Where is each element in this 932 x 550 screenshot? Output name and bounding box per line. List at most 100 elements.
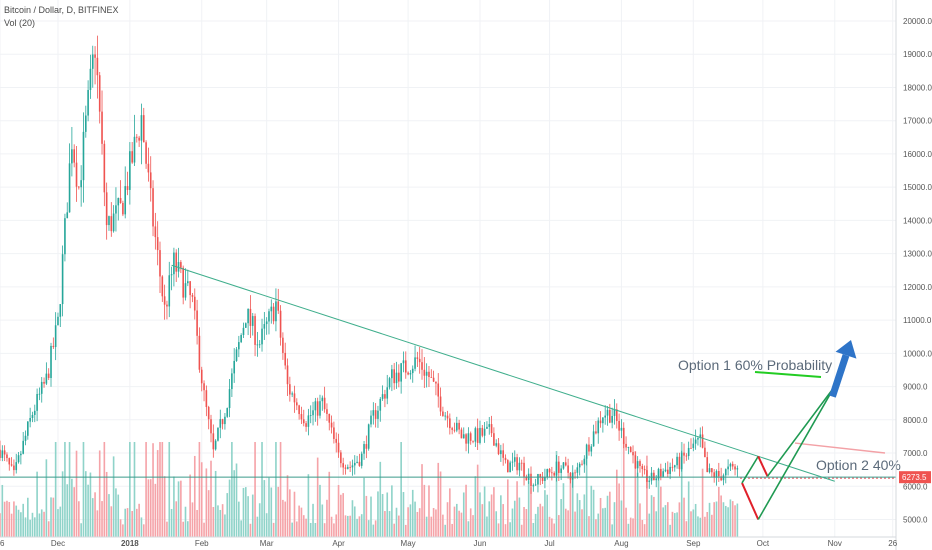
x-tick-label: 6 xyxy=(0,539,5,548)
volume-bar xyxy=(662,507,664,537)
volume-bar xyxy=(238,501,240,537)
volume-bar xyxy=(708,502,711,537)
volume-bar xyxy=(476,464,479,537)
candle-body xyxy=(662,471,664,477)
candle-body xyxy=(96,57,99,76)
candle-body xyxy=(328,413,331,423)
volume-bar xyxy=(578,500,581,537)
volume-bar xyxy=(462,492,465,537)
candle-body xyxy=(184,283,187,298)
volume-bar xyxy=(149,479,152,537)
candle-body xyxy=(479,427,481,443)
candle-body xyxy=(75,162,78,187)
candle-body xyxy=(421,362,423,370)
volume-bar xyxy=(650,495,653,537)
candle-body xyxy=(54,325,57,348)
volume-bar xyxy=(541,506,544,537)
candle-body xyxy=(648,480,651,482)
last-price-tag xyxy=(899,471,931,484)
volume-bar xyxy=(451,523,453,537)
candle-body xyxy=(439,396,442,412)
volume-bar xyxy=(365,495,368,537)
candle-body xyxy=(506,460,509,473)
volume-bar xyxy=(442,514,444,537)
volume-bar xyxy=(564,508,567,537)
volume-bar xyxy=(574,511,576,537)
volume-bar xyxy=(377,491,379,537)
volume-bar xyxy=(47,521,50,537)
candle-body xyxy=(476,428,479,443)
volume-indicator-label: Vol (20) xyxy=(4,18,36,28)
volume-bar xyxy=(421,464,423,537)
candle-body xyxy=(175,252,178,272)
candle-body xyxy=(159,250,161,277)
volume-bar xyxy=(363,477,365,537)
candle-body xyxy=(254,316,256,345)
candle-body xyxy=(571,472,574,480)
volume-bar xyxy=(138,503,140,537)
candle-body xyxy=(187,281,189,284)
candle-body xyxy=(149,172,152,189)
x-tick-label: Apr xyxy=(332,539,345,548)
volume-bar xyxy=(265,513,268,537)
candle-body xyxy=(112,213,115,232)
candle-body xyxy=(444,415,447,417)
volume-bar xyxy=(319,484,321,537)
volume-bar xyxy=(474,476,477,537)
candle-body xyxy=(423,369,426,376)
candle-body xyxy=(182,267,184,298)
candle-body xyxy=(488,424,491,427)
candle-body xyxy=(117,198,120,206)
candle-body xyxy=(298,405,300,415)
volume-bar xyxy=(78,501,80,537)
volume-bar xyxy=(416,511,419,537)
candle-body xyxy=(363,444,365,454)
candle-body xyxy=(319,401,321,416)
volume-bar xyxy=(166,521,168,537)
volume-bar xyxy=(321,504,324,537)
volume-bar xyxy=(244,487,247,537)
volume-bar xyxy=(671,511,674,537)
candle-body xyxy=(513,457,516,462)
volume-bar xyxy=(560,499,562,537)
candle-body xyxy=(265,321,268,325)
x-tick-label: Aug xyxy=(614,539,628,548)
candle-body xyxy=(251,316,254,326)
candle-body xyxy=(673,465,676,468)
candle-body xyxy=(129,151,131,190)
candle-body xyxy=(606,409,609,416)
candlesticks xyxy=(0,35,739,494)
volume-bar xyxy=(625,507,627,537)
y-tick-label: 10000.0 xyxy=(903,349,932,358)
candle-body xyxy=(82,131,85,181)
volume-bar xyxy=(534,513,537,537)
volume-bar xyxy=(270,487,273,537)
volume-bar xyxy=(31,512,34,537)
candle-body xyxy=(228,389,231,409)
candle-body xyxy=(302,419,305,424)
candle-body xyxy=(467,433,470,444)
volume-bar xyxy=(342,493,344,537)
volume-bar xyxy=(242,487,245,537)
volume-bar xyxy=(384,511,386,537)
volume-bar xyxy=(694,503,697,537)
volume-bar xyxy=(458,510,460,537)
candle-body xyxy=(50,345,52,378)
candle-body xyxy=(455,422,458,431)
candle-body xyxy=(242,327,245,336)
volume-bar xyxy=(87,484,89,537)
candle-body xyxy=(613,409,616,416)
candle-body xyxy=(217,427,219,441)
volume-bar xyxy=(532,522,535,537)
volume-bar xyxy=(300,507,303,537)
candle-body xyxy=(711,468,713,473)
volume-bar xyxy=(61,471,64,537)
volume-bar xyxy=(558,515,560,537)
volume-bar xyxy=(124,508,127,537)
candle-body xyxy=(599,420,602,424)
volume-bar xyxy=(423,484,426,537)
candle-body xyxy=(353,462,356,466)
candle-body xyxy=(724,469,727,476)
candle-body xyxy=(625,443,627,448)
